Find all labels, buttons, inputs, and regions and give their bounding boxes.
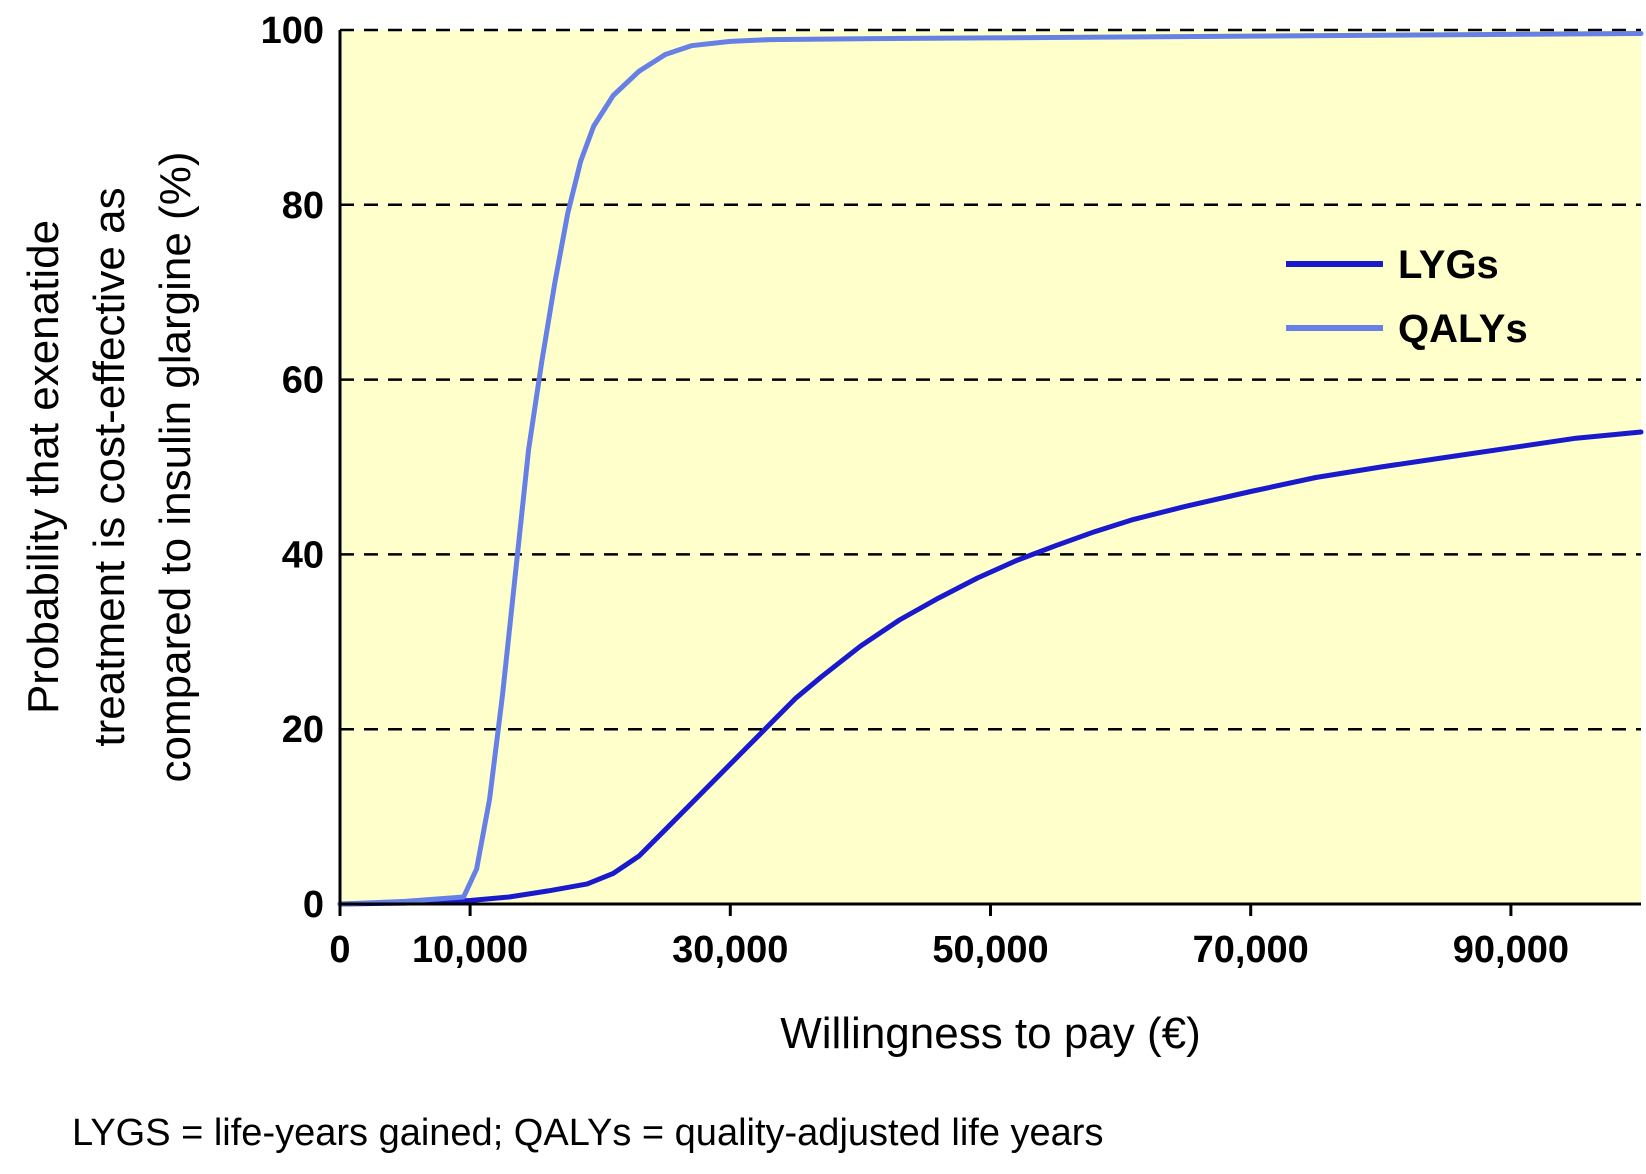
legend-label-qalys: QALYs [1398, 307, 1528, 351]
x-tick-label: 50,000 [932, 929, 1048, 971]
y-tick-label: 20 [282, 709, 324, 751]
y-tick-label: 0 [303, 884, 324, 926]
series-line-lygs [337, 429, 1644, 907]
x-axis-title: Willingness to pay (€) [780, 1009, 1201, 1058]
footnote: LYGS = life-years gained; QALYs = qualit… [72, 1112, 1104, 1154]
y-axis-title-line-1: Probability that exenatide [19, 220, 68, 714]
y-tick-labels: 0 20 40 60 80 100 [261, 10, 324, 926]
y-tick-label: 80 [282, 185, 324, 227]
y-axis-title-line-3: compared to insulin glargine (%) [151, 152, 200, 783]
y-tick-label: 100 [261, 10, 324, 52]
axes [338, 30, 1641, 916]
x-tick-labels: 0 10,000 30,000 50,000 70,000 90,000 [329, 929, 1569, 971]
y-axis-title: Probability that exenatide treatment is … [19, 152, 200, 783]
x-tick-label: 10,000 [412, 929, 528, 971]
x-tick-label: 30,000 [672, 929, 788, 971]
legend-label-lygs: LYGs [1398, 243, 1499, 287]
x-tick-label: 0 [329, 929, 350, 971]
plot-area [340, 30, 1641, 904]
x-tick-label: 90,000 [1453, 929, 1569, 971]
y-tick-label: 40 [282, 534, 324, 576]
y-tick-label: 60 [282, 360, 324, 402]
gridlines [340, 28, 1641, 731]
y-axis-title-line-2: treatment is cost-effective as [85, 187, 134, 746]
x-tick-label: 70,000 [1193, 929, 1309, 971]
series-line-qalys [337, 31, 1644, 907]
series-lines [337, 31, 1644, 907]
legend: LYGs QALYs [1286, 243, 1528, 351]
